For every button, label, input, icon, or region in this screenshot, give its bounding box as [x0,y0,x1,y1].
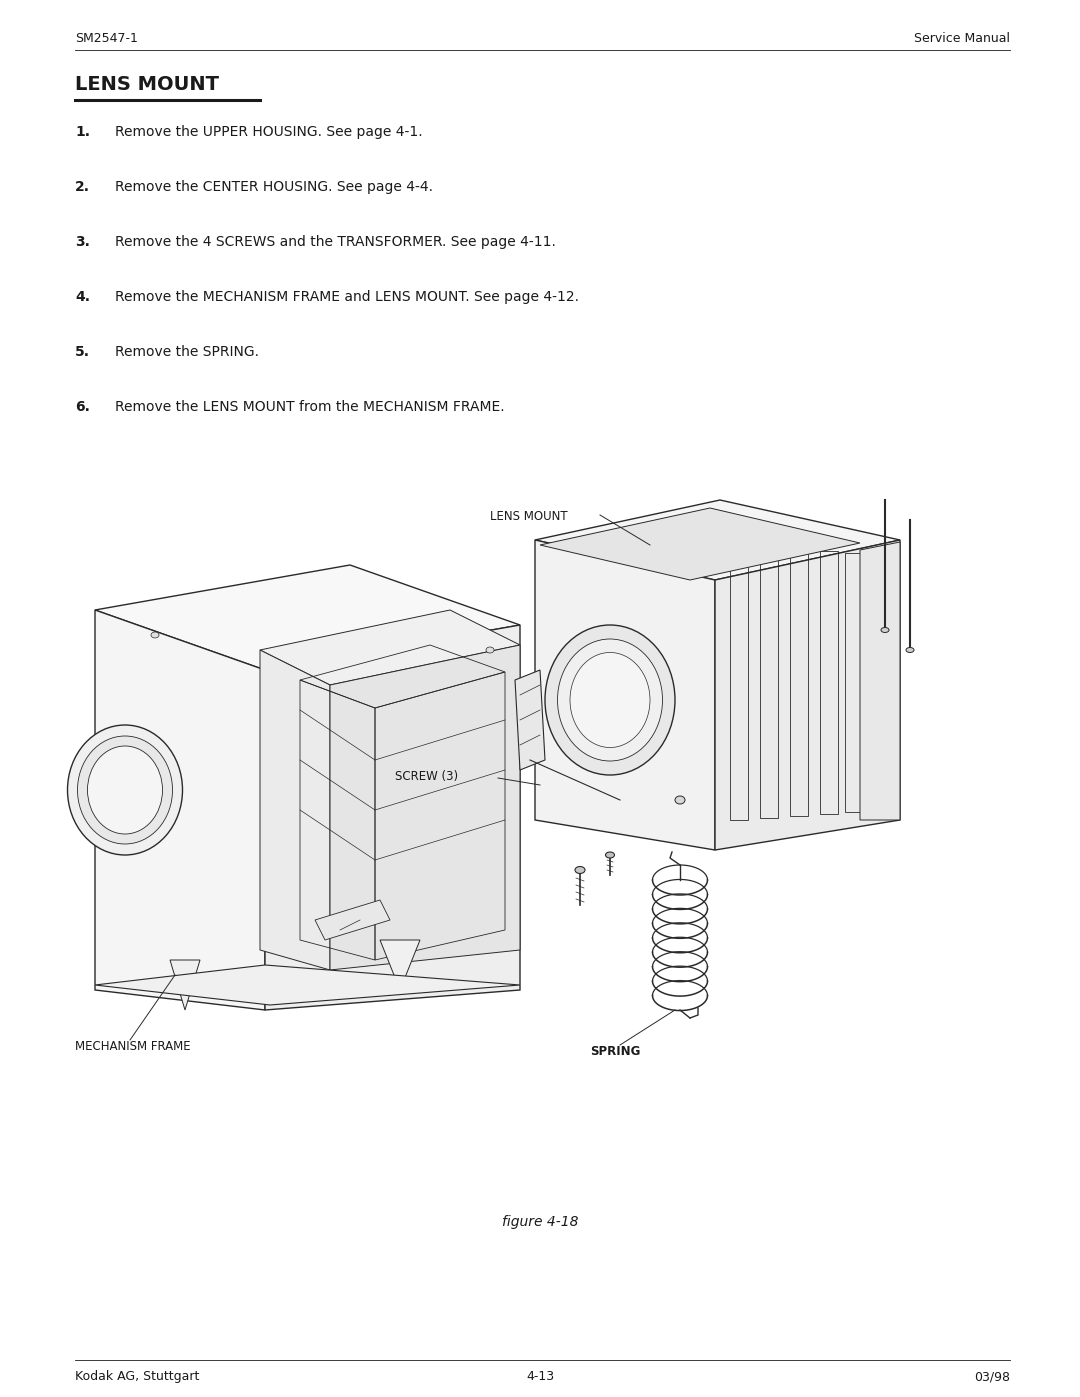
Polygon shape [540,509,860,580]
Polygon shape [315,900,390,940]
Ellipse shape [486,647,494,652]
Text: 4.: 4. [75,291,90,305]
Ellipse shape [67,725,183,855]
Ellipse shape [151,631,159,638]
Text: Remove the 4 SCREWS and the TRANSFORMER. See page 4-11.: Remove the 4 SCREWS and the TRANSFORMER.… [114,235,556,249]
Text: 3.: 3. [75,235,90,249]
Text: 03/98: 03/98 [974,1370,1010,1383]
Polygon shape [330,645,519,970]
Polygon shape [860,542,900,820]
Polygon shape [95,965,519,1004]
Polygon shape [535,500,900,580]
Text: 6.: 6. [75,400,90,414]
Text: Remove the MECHANISM FRAME and LENS MOUNT. See page 4-12.: Remove the MECHANISM FRAME and LENS MOUN… [114,291,579,305]
Ellipse shape [906,647,914,652]
Ellipse shape [78,736,173,844]
Text: SM2547-1: SM2547-1 [75,32,138,45]
Ellipse shape [87,746,162,834]
Text: LENS MOUNT: LENS MOUNT [490,510,568,522]
Text: SPRING: SPRING [590,1045,640,1058]
Text: Remove the SPRING.: Remove the SPRING. [114,345,259,359]
Polygon shape [170,960,200,1010]
Ellipse shape [606,852,615,858]
Text: Remove the UPPER HOUSING. See page 4-1.: Remove the UPPER HOUSING. See page 4-1. [114,124,422,138]
Text: MECHANISM FRAME: MECHANISM FRAME [75,1039,191,1053]
Polygon shape [715,541,900,849]
Text: Remove the CENTER HOUSING. See page 4-4.: Remove the CENTER HOUSING. See page 4-4. [114,180,433,194]
Polygon shape [265,624,519,1010]
Polygon shape [515,671,545,770]
Polygon shape [95,610,265,1010]
Ellipse shape [557,638,662,761]
Ellipse shape [570,652,650,747]
Text: 1.: 1. [75,124,90,138]
Polygon shape [95,564,519,671]
Text: SCREW (3): SCREW (3) [395,770,458,782]
Polygon shape [260,650,330,970]
Text: figure 4-18: figure 4-18 [502,1215,578,1229]
Text: Kodak AG, Stuttgart: Kodak AG, Stuttgart [75,1370,200,1383]
Ellipse shape [575,866,585,873]
Polygon shape [380,940,420,990]
Ellipse shape [881,627,889,633]
Text: 2.: 2. [75,180,90,194]
Polygon shape [260,610,519,685]
Text: 5.: 5. [75,345,90,359]
Ellipse shape [545,624,675,775]
Text: 4-13: 4-13 [526,1370,554,1383]
Text: Service Manual: Service Manual [914,32,1010,45]
Ellipse shape [675,796,685,805]
Text: Remove the LENS MOUNT from the MECHANISM FRAME.: Remove the LENS MOUNT from the MECHANISM… [114,400,504,414]
Text: LENS MOUNT: LENS MOUNT [75,75,219,94]
Polygon shape [535,541,715,849]
